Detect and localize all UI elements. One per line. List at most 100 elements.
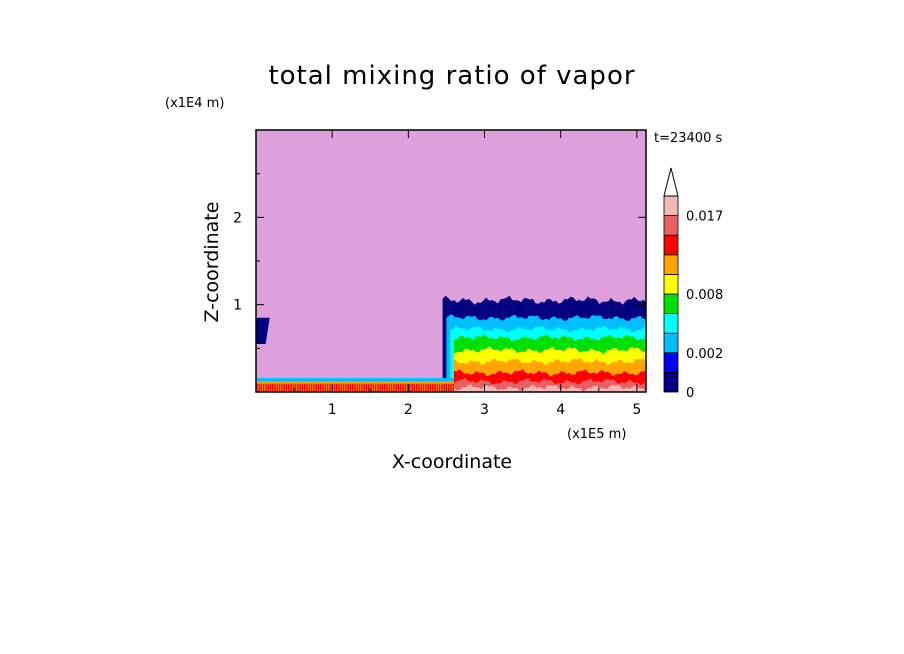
surface-streak — [319, 383, 322, 392]
colorbar-swatch — [663, 352, 679, 373]
colorbar-tick-label: 0.008 — [686, 288, 723, 303]
colorbar-swatch — [663, 273, 679, 295]
surface-streak — [349, 383, 352, 392]
surface-streak — [351, 383, 354, 392]
y-unit-label: (x1E4 m) — [165, 96, 224, 111]
x-tick-label: 5 — [632, 402, 641, 418]
surface-streak — [363, 383, 365, 392]
surface-streak — [276, 383, 279, 392]
surface-streak — [370, 383, 372, 392]
surface-streak — [338, 383, 340, 392]
surface-streak — [399, 383, 402, 392]
surface-streak — [441, 383, 443, 392]
surface-streak — [297, 383, 299, 392]
surface-streak — [342, 383, 345, 392]
x-tick-label: 4 — [556, 402, 565, 418]
surface-streak — [317, 383, 320, 392]
surface-streak — [333, 383, 336, 392]
surface-streak — [354, 383, 356, 392]
surface-streak — [404, 383, 407, 392]
colorbar-tick-label: 0.002 — [686, 347, 723, 362]
x-tick-label: 3 — [480, 402, 489, 418]
surface-streak — [265, 383, 267, 392]
surface-streak — [393, 383, 395, 392]
surface-streak — [324, 383, 327, 392]
surface-streak — [445, 383, 448, 392]
surface-streak — [294, 383, 297, 392]
surface-streak — [299, 383, 301, 392]
colorbar-swatch — [663, 215, 679, 236]
moist-level-band-0 — [454, 384, 646, 392]
surface-streak — [438, 383, 441, 392]
colorbar-tick-label: 0 — [686, 386, 694, 401]
surface-streak — [345, 383, 347, 392]
x-axis-label: X-coordinate — [392, 451, 512, 473]
surface-streak — [377, 383, 379, 392]
surface-streak — [340, 383, 343, 392]
surface-streak — [361, 383, 363, 392]
x-unit-label: (x1E5 m) — [567, 427, 626, 442]
surface-streak — [420, 383, 423, 392]
surface-streak — [367, 383, 370, 392]
surface-streak — [274, 383, 276, 392]
surface-streak — [347, 383, 349, 392]
surface-streak — [379, 383, 381, 392]
surface-streak — [388, 383, 391, 392]
surface-streak — [278, 383, 281, 392]
surface-streak — [271, 383, 274, 392]
x-tick-label: 2 — [404, 402, 413, 418]
surface-streak — [413, 383, 416, 392]
chart-title: total mixing ratio of vapor — [268, 61, 635, 91]
colorbar-swatch — [663, 293, 679, 315]
surface-streak — [329, 383, 331, 392]
plot-area — [256, 130, 646, 392]
surface-streak — [287, 383, 290, 392]
colorbar-swatch — [663, 254, 679, 275]
y-tick-label: 1 — [233, 298, 242, 314]
surface-streak — [260, 383, 263, 392]
surface-streak — [315, 383, 317, 392]
surface-streak — [402, 383, 404, 392]
surface-streak — [285, 383, 288, 392]
surface-streak — [386, 383, 388, 392]
surface-streak — [301, 383, 304, 392]
surface-streak — [322, 383, 324, 392]
surface-streak — [415, 383, 418, 392]
surface-streak — [365, 383, 368, 392]
surface-streak — [258, 383, 260, 392]
surface-streak — [374, 383, 377, 392]
surface-streak — [436, 383, 439, 392]
surface-streak — [431, 383, 434, 392]
colorbar-swatch — [663, 313, 679, 334]
surface-streak — [372, 383, 375, 392]
colorbar-swatch — [663, 195, 679, 217]
surface-streak — [358, 383, 361, 392]
surface-streak — [411, 383, 413, 392]
surface-streak — [306, 383, 308, 392]
surface-streak — [269, 383, 272, 392]
surface-streak — [356, 383, 359, 392]
time-label: t=23400 s — [654, 131, 722, 146]
surface-streak — [390, 383, 393, 392]
surface-streak — [381, 383, 384, 392]
surface-streak — [310, 383, 313, 392]
surface-streak — [290, 383, 292, 392]
x-tick-label: 1 — [328, 402, 337, 418]
surface-streak — [267, 383, 269, 392]
surface-streak — [450, 383, 452, 392]
surface-streak — [422, 383, 425, 392]
surface-streak — [427, 383, 429, 392]
y-tick-label: 2 — [233, 210, 242, 226]
surface-streak — [409, 383, 411, 392]
colorbar-extend-arrow — [663, 167, 679, 197]
surface-streak — [447, 383, 450, 392]
left-edge-patch — [256, 317, 270, 344]
surface-streak — [326, 383, 329, 392]
surface-streak — [406, 383, 409, 392]
surface-streak — [443, 383, 445, 392]
surface-streak — [292, 383, 295, 392]
surface-streak — [383, 383, 386, 392]
colorbar-swatch — [663, 371, 679, 393]
axes: 1 2 3 4 5 1 2 — [233, 129, 647, 418]
